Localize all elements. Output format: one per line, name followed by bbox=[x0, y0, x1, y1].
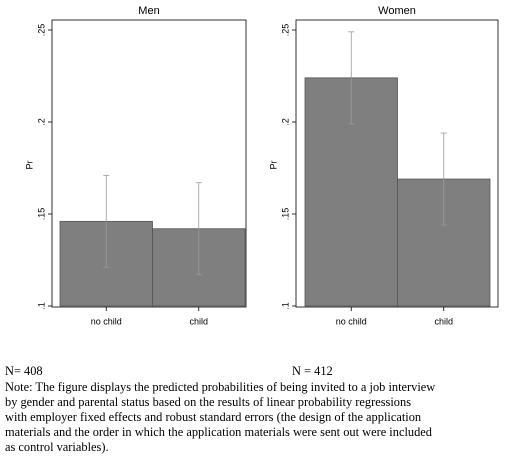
note-line: as control variables). bbox=[5, 440, 109, 454]
x-tick-label: child bbox=[189, 316, 208, 326]
x-tick-label: no child bbox=[91, 316, 122, 326]
plot-frame bbox=[51, 19, 247, 308]
sample-size: N = 412 bbox=[292, 364, 333, 378]
panel-title: Men bbox=[138, 5, 159, 17]
x-tick-label: no child bbox=[336, 316, 367, 326]
plot-frame bbox=[295, 19, 499, 308]
panel-title: Women bbox=[378, 5, 416, 17]
y-tick-label: .25 bbox=[36, 24, 46, 37]
note-line: by gender and parental status based on t… bbox=[5, 395, 412, 409]
charts: Men Pr .1 .15 .2 .25 no child child Women Pr .1 .15… bbox=[24, 5, 499, 326]
y-tick-label: .25 bbox=[280, 24, 290, 37]
y-tick-label: .1 bbox=[280, 302, 290, 310]
y-axis-label: Pr bbox=[24, 160, 34, 169]
y-tick-label: .2 bbox=[36, 118, 46, 126]
bar bbox=[304, 77, 398, 307]
note-line: Note: The figure displays the predicted … bbox=[5, 380, 436, 394]
y-axis-label: Pr bbox=[268, 160, 278, 169]
y-tick-label: .15 bbox=[280, 208, 290, 221]
y-tick-label: .15 bbox=[36, 208, 46, 221]
sample-size: N= 408 bbox=[5, 364, 43, 378]
y-tick-label: .2 bbox=[280, 118, 290, 126]
y-tick-label: .1 bbox=[36, 302, 46, 310]
x-tick-label: child bbox=[434, 316, 453, 326]
note-line: with employer fixed effects and robust s… bbox=[5, 410, 422, 424]
note-line: materials and the order in which the app… bbox=[5, 425, 432, 439]
